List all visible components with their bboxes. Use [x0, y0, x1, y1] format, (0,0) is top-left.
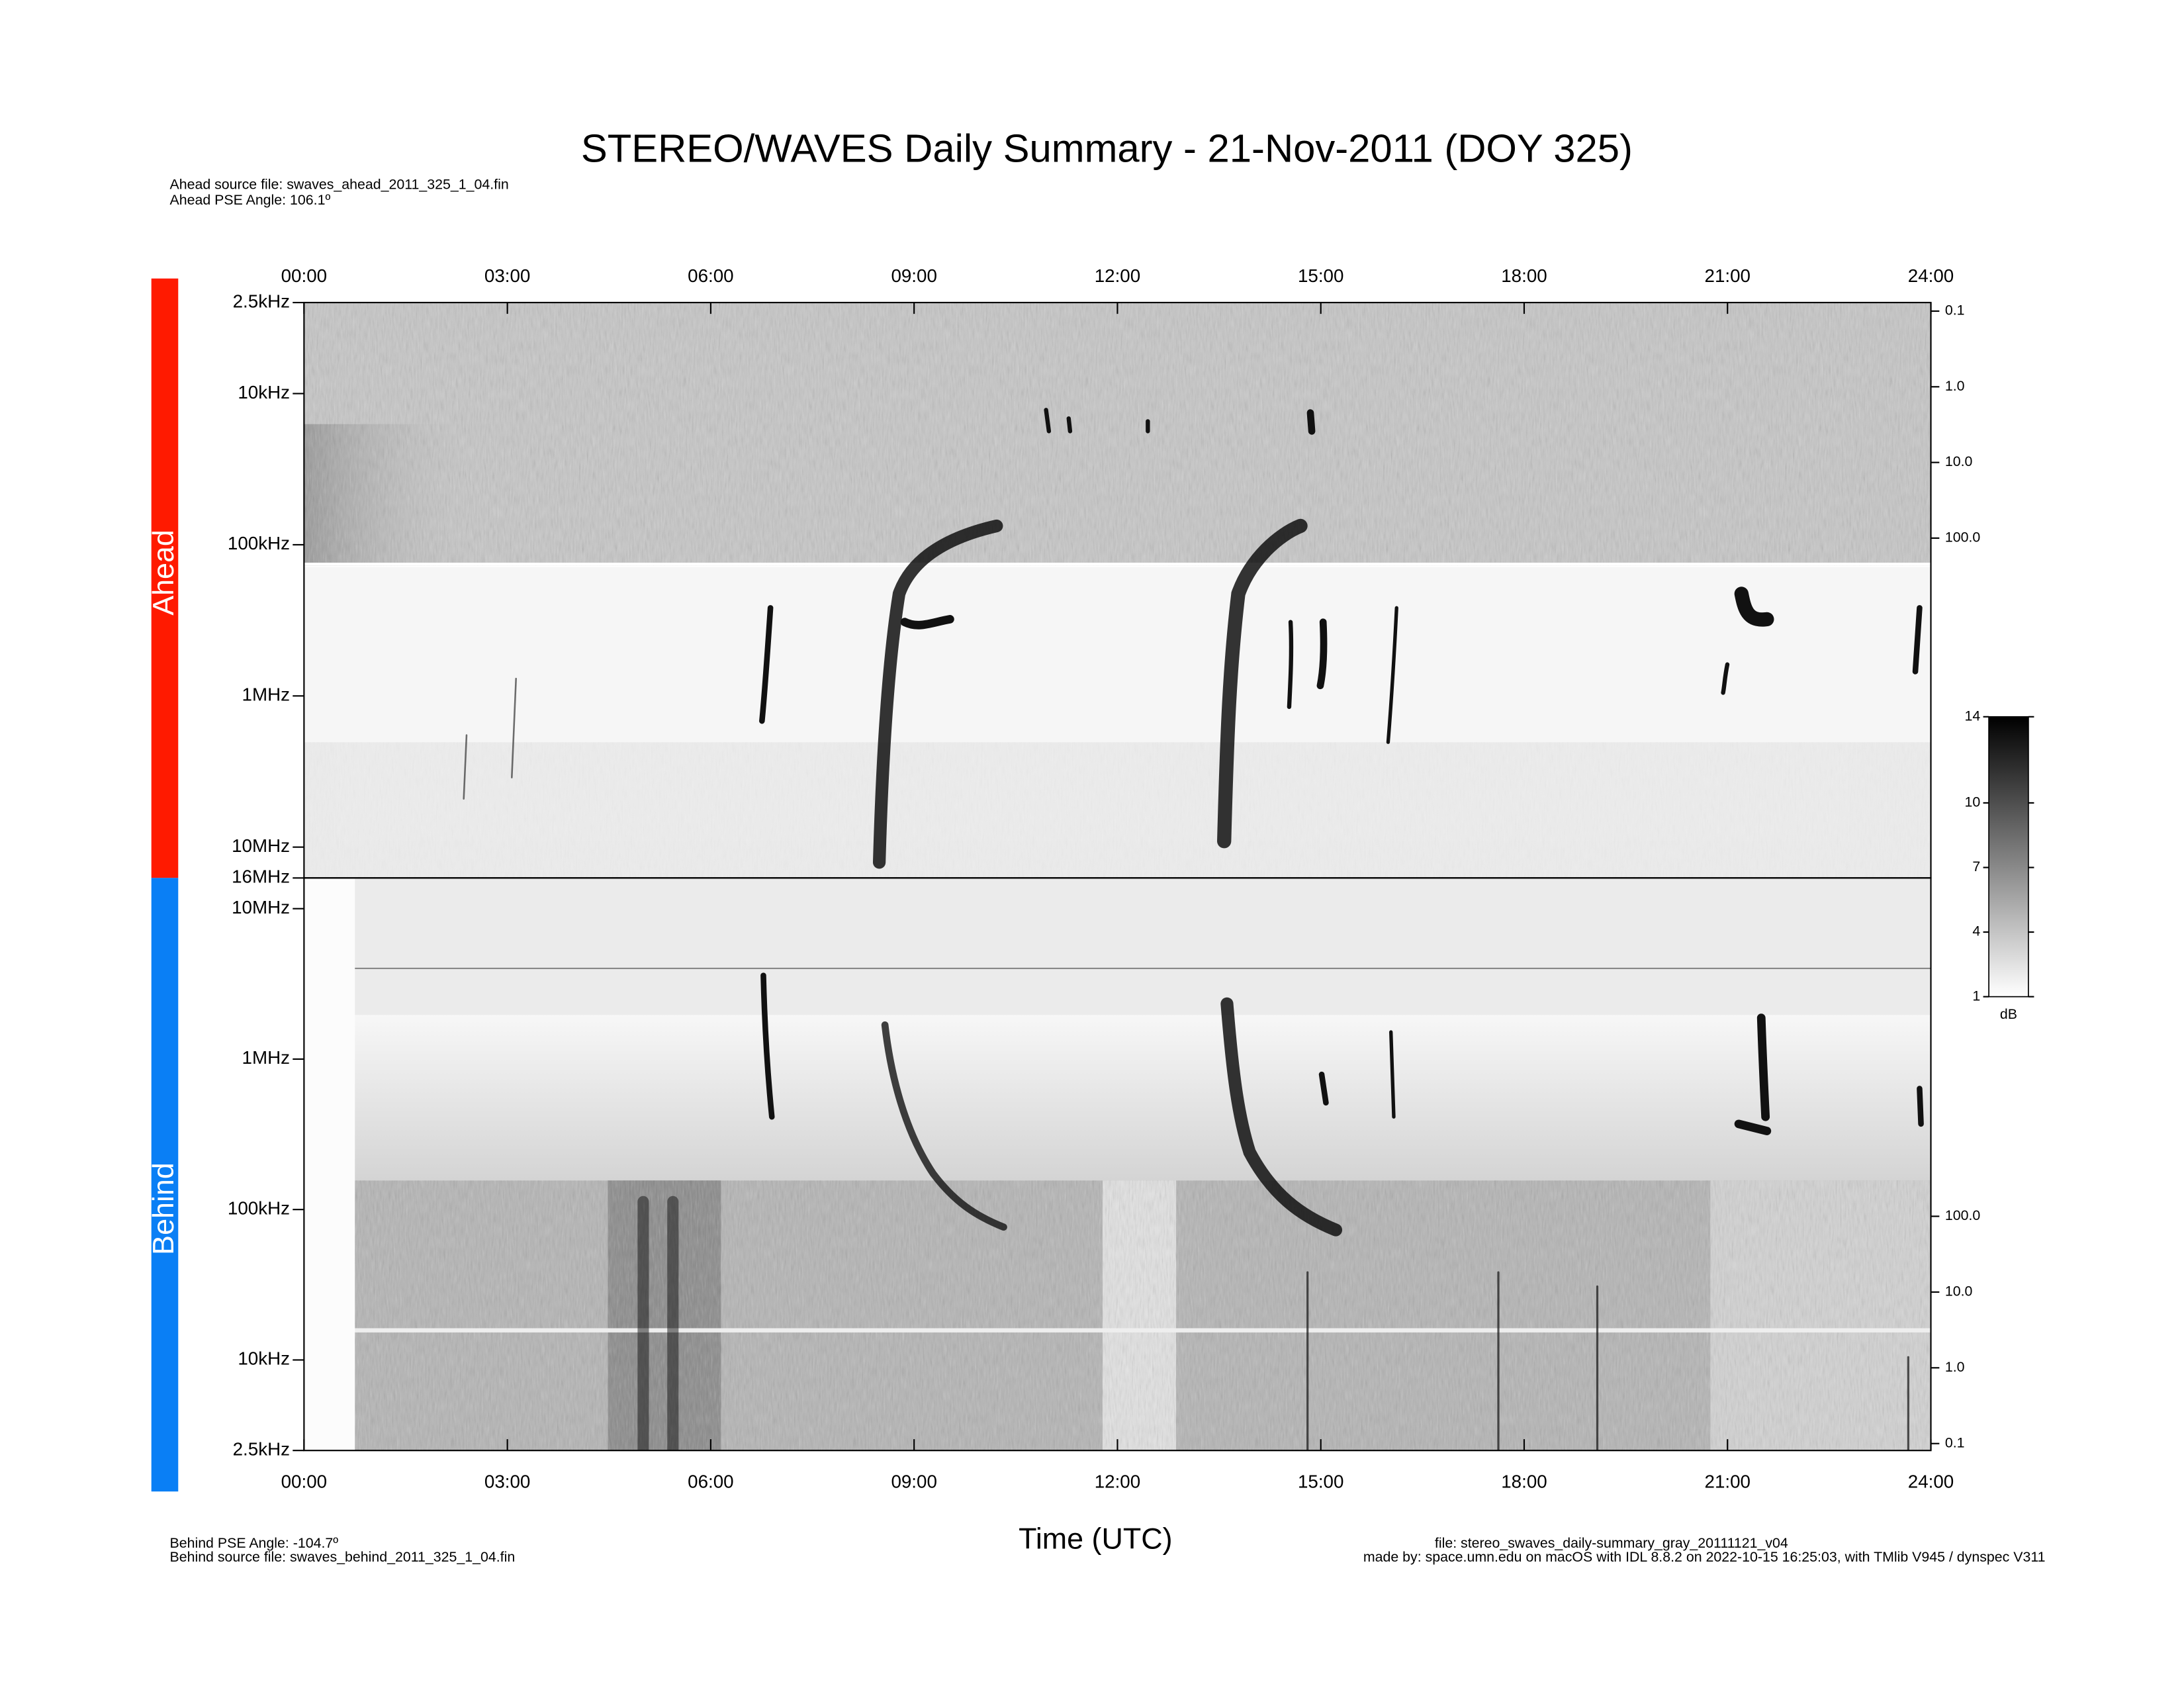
- x-tick-label: 12:00: [1095, 1472, 1140, 1492]
- footer-line: Behind source file: swaves_behind_2011_3…: [169, 1549, 515, 1565]
- x-tick-label: 21:00: [1705, 265, 1751, 286]
- colorbar-tick-label: 1: [1972, 988, 1980, 1004]
- y-tick-label: 10MHz: [232, 897, 290, 917]
- header-line: Ahead PSE Angle: 106.1º: [169, 192, 330, 208]
- x-tick-label: 12:00: [1095, 265, 1140, 286]
- no-data: [304, 878, 355, 1451]
- x-tick-label: 21:00: [1705, 1472, 1751, 1492]
- x-tick-label: 18:00: [1501, 1472, 1547, 1492]
- noise: [304, 1180, 1931, 1451]
- ahead-spectrogram: [304, 303, 1931, 878]
- bursts: [463, 408, 1923, 869]
- y-tick-label: 1MHz: [242, 1047, 290, 1068]
- y-tick-label: 2.5kHz: [233, 1439, 290, 1460]
- x-tick-label: 24:00: [1908, 265, 1954, 286]
- panel-label: Ahead: [146, 530, 180, 616]
- x-tick-label: 15:00: [1298, 265, 1343, 286]
- colorbar-tick-label: 7: [1972, 859, 1980, 874]
- y2-tick-label: 1.0: [1945, 378, 1965, 394]
- x-tick-label: 06:00: [688, 1472, 733, 1492]
- x-tick-label: 06:00: [688, 265, 733, 286]
- colorbar: [1988, 716, 2029, 998]
- behind-bar: [151, 878, 179, 1492]
- behind-spectrogram: [304, 878, 1931, 1451]
- chart-title: STEREO/WAVES Daily Summary - 21-Nov-2011…: [581, 126, 1633, 170]
- y2-tick-label: 10.0: [1945, 453, 1973, 469]
- y-tick-label: 1MHz: [242, 684, 290, 705]
- y-tick-label: 10kHz: [238, 1348, 290, 1369]
- ahead-bar: [151, 278, 179, 878]
- bursts: [637, 972, 1924, 1451]
- band: [304, 1015, 1931, 1181]
- band: [304, 878, 1931, 1015]
- footer-line: file: stereo_swaves_daily-summary_gray_2…: [1435, 1535, 1788, 1551]
- colorbar-label: dB: [2000, 1006, 2017, 1022]
- footer-line: Behind PSE Angle: -104.7º: [169, 1535, 338, 1551]
- y-tick-label: 10kHz: [238, 382, 290, 402]
- y2-tick-label: 100.0: [1945, 530, 1981, 545]
- x-tick-label: 18:00: [1501, 265, 1547, 286]
- colorbar-tick-label: 14: [1965, 708, 1981, 724]
- noise: [304, 742, 1931, 878]
- x-axis-label: Time (UTC): [1019, 1522, 1172, 1556]
- band: [304, 567, 1931, 743]
- noise: [304, 303, 1931, 566]
- x-tick-label: 09:00: [891, 1472, 936, 1492]
- y-tick-label: 2.5kHz: [233, 291, 290, 311]
- y2-tick-label: 0.1: [1945, 303, 1965, 318]
- x-tick-label: 00:00: [281, 265, 327, 286]
- colorbar-tick-label: 4: [1972, 923, 1980, 939]
- y-tick-label: 100kHz: [228, 533, 290, 553]
- x-tick-label: 00:00: [281, 1472, 327, 1492]
- x-tick-label: 03:00: [484, 1472, 530, 1492]
- y2-tick-label: 0.1: [1945, 1434, 1965, 1450]
- x-tick-label: 24:00: [1908, 1472, 1954, 1492]
- x-tick-label: 03:00: [484, 265, 530, 286]
- footer-line: made by: space.umn.edu on macOS with IDL…: [1363, 1549, 2046, 1565]
- y-tick-label: 16MHz: [232, 867, 290, 887]
- y-tick-label: 10MHz: [232, 835, 290, 856]
- y-tick-label: 100kHz: [228, 1197, 290, 1218]
- panel-label: Behind: [146, 1162, 180, 1255]
- x-tick-label: 09:00: [891, 265, 936, 286]
- colorbar-tick-label: 10: [1965, 794, 1981, 810]
- header-line: Ahead source file: swaves_ahead_2011_325…: [169, 176, 508, 192]
- y2-tick-label: 100.0: [1945, 1207, 1981, 1223]
- y2-tick-label: 1.0: [1945, 1359, 1965, 1375]
- x-tick-label: 15:00: [1298, 1472, 1343, 1492]
- y2-tick-label: 10.0: [1945, 1284, 1973, 1299]
